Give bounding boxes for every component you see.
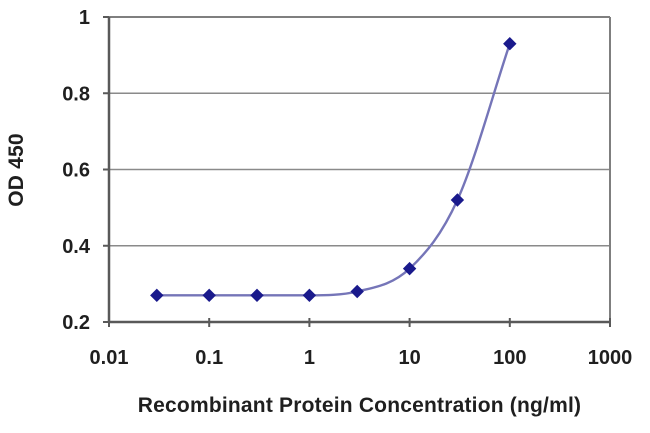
data-point-marker: [450, 193, 465, 207]
x-tick-label: 0.01: [90, 347, 129, 369]
data-point-marker: [402, 261, 417, 276]
x-tick-label: 100: [493, 347, 526, 369]
y-tick-label: 0.4: [62, 236, 91, 258]
x-tick-label: 0.1: [195, 347, 223, 369]
x-tick-label: 10: [398, 347, 420, 369]
x-tick-label: 1000: [588, 347, 633, 369]
x-axis-title: Recombinant Protein Concentration (ng/ml…: [137, 394, 582, 417]
y-tick-label: 0.8: [62, 83, 90, 105]
data-point-marker: [503, 36, 517, 51]
x-tick-label: 1: [304, 347, 315, 369]
y-tick-label: 0.6: [62, 160, 90, 182]
data-point-marker: [302, 288, 317, 303]
y-tick-label: 1: [79, 7, 90, 29]
data-point-marker: [202, 288, 216, 303]
data-point-marker: [350, 284, 364, 299]
data-point-marker: [150, 288, 164, 303]
y-tick-label: 0.2: [62, 312, 90, 334]
data-point-marker: [250, 288, 264, 303]
y-axis-title: OD 450: [5, 133, 28, 207]
